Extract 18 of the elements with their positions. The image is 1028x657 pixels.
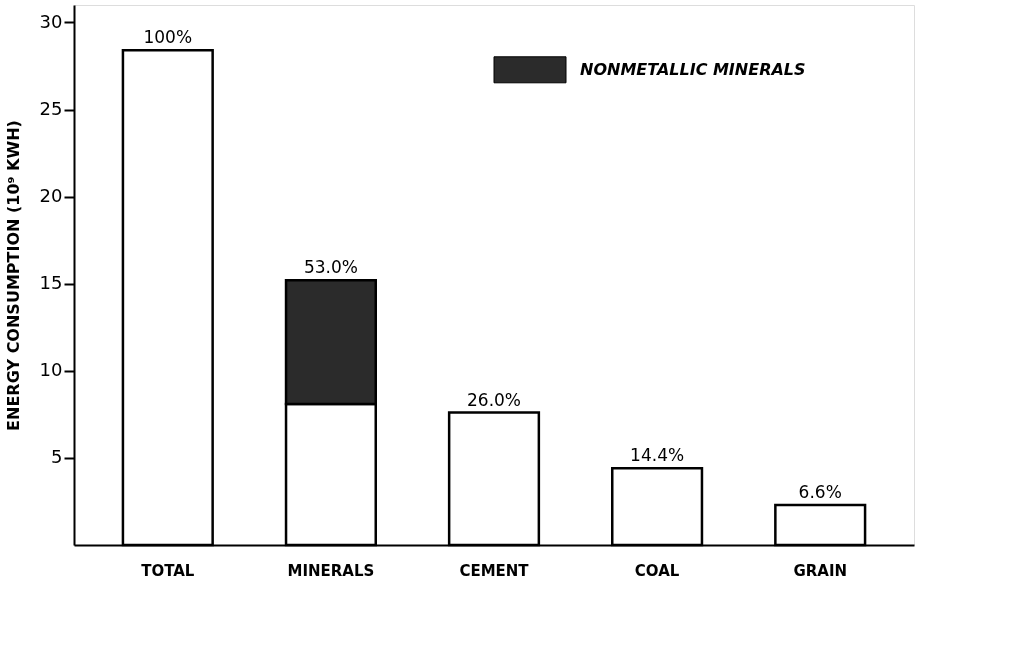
y-tick-label: 30 [39, 10, 63, 32]
annotation: 53.0% [303, 257, 358, 278]
y-tick-label: 20 [39, 185, 63, 207]
annotation: 6.6% [798, 481, 842, 502]
y-axis-title: ENERGY CONSUMPTION (10⁹ KWH) [3, 120, 23, 431]
x-tick-label: GRAIN [793, 561, 848, 580]
y-tick-label: 25 [39, 98, 63, 120]
annotation: 26.0% [466, 389, 522, 410]
annotation: 14.4% [630, 445, 685, 466]
x-tick-label: TOTAL [141, 561, 195, 580]
y-tick-label: 15 [39, 272, 63, 294]
y-tick-label: 10 [39, 359, 63, 381]
x-tick-label: CEMENT [459, 561, 530, 580]
x-tick-label: COAL [634, 561, 680, 580]
y-tick-label: 5 [51, 446, 63, 468]
legend-label: NONMETALLIC MINERALS [580, 59, 806, 79]
x-tick-label: MINERALS [287, 561, 375, 580]
annotation: 100% [143, 27, 193, 48]
